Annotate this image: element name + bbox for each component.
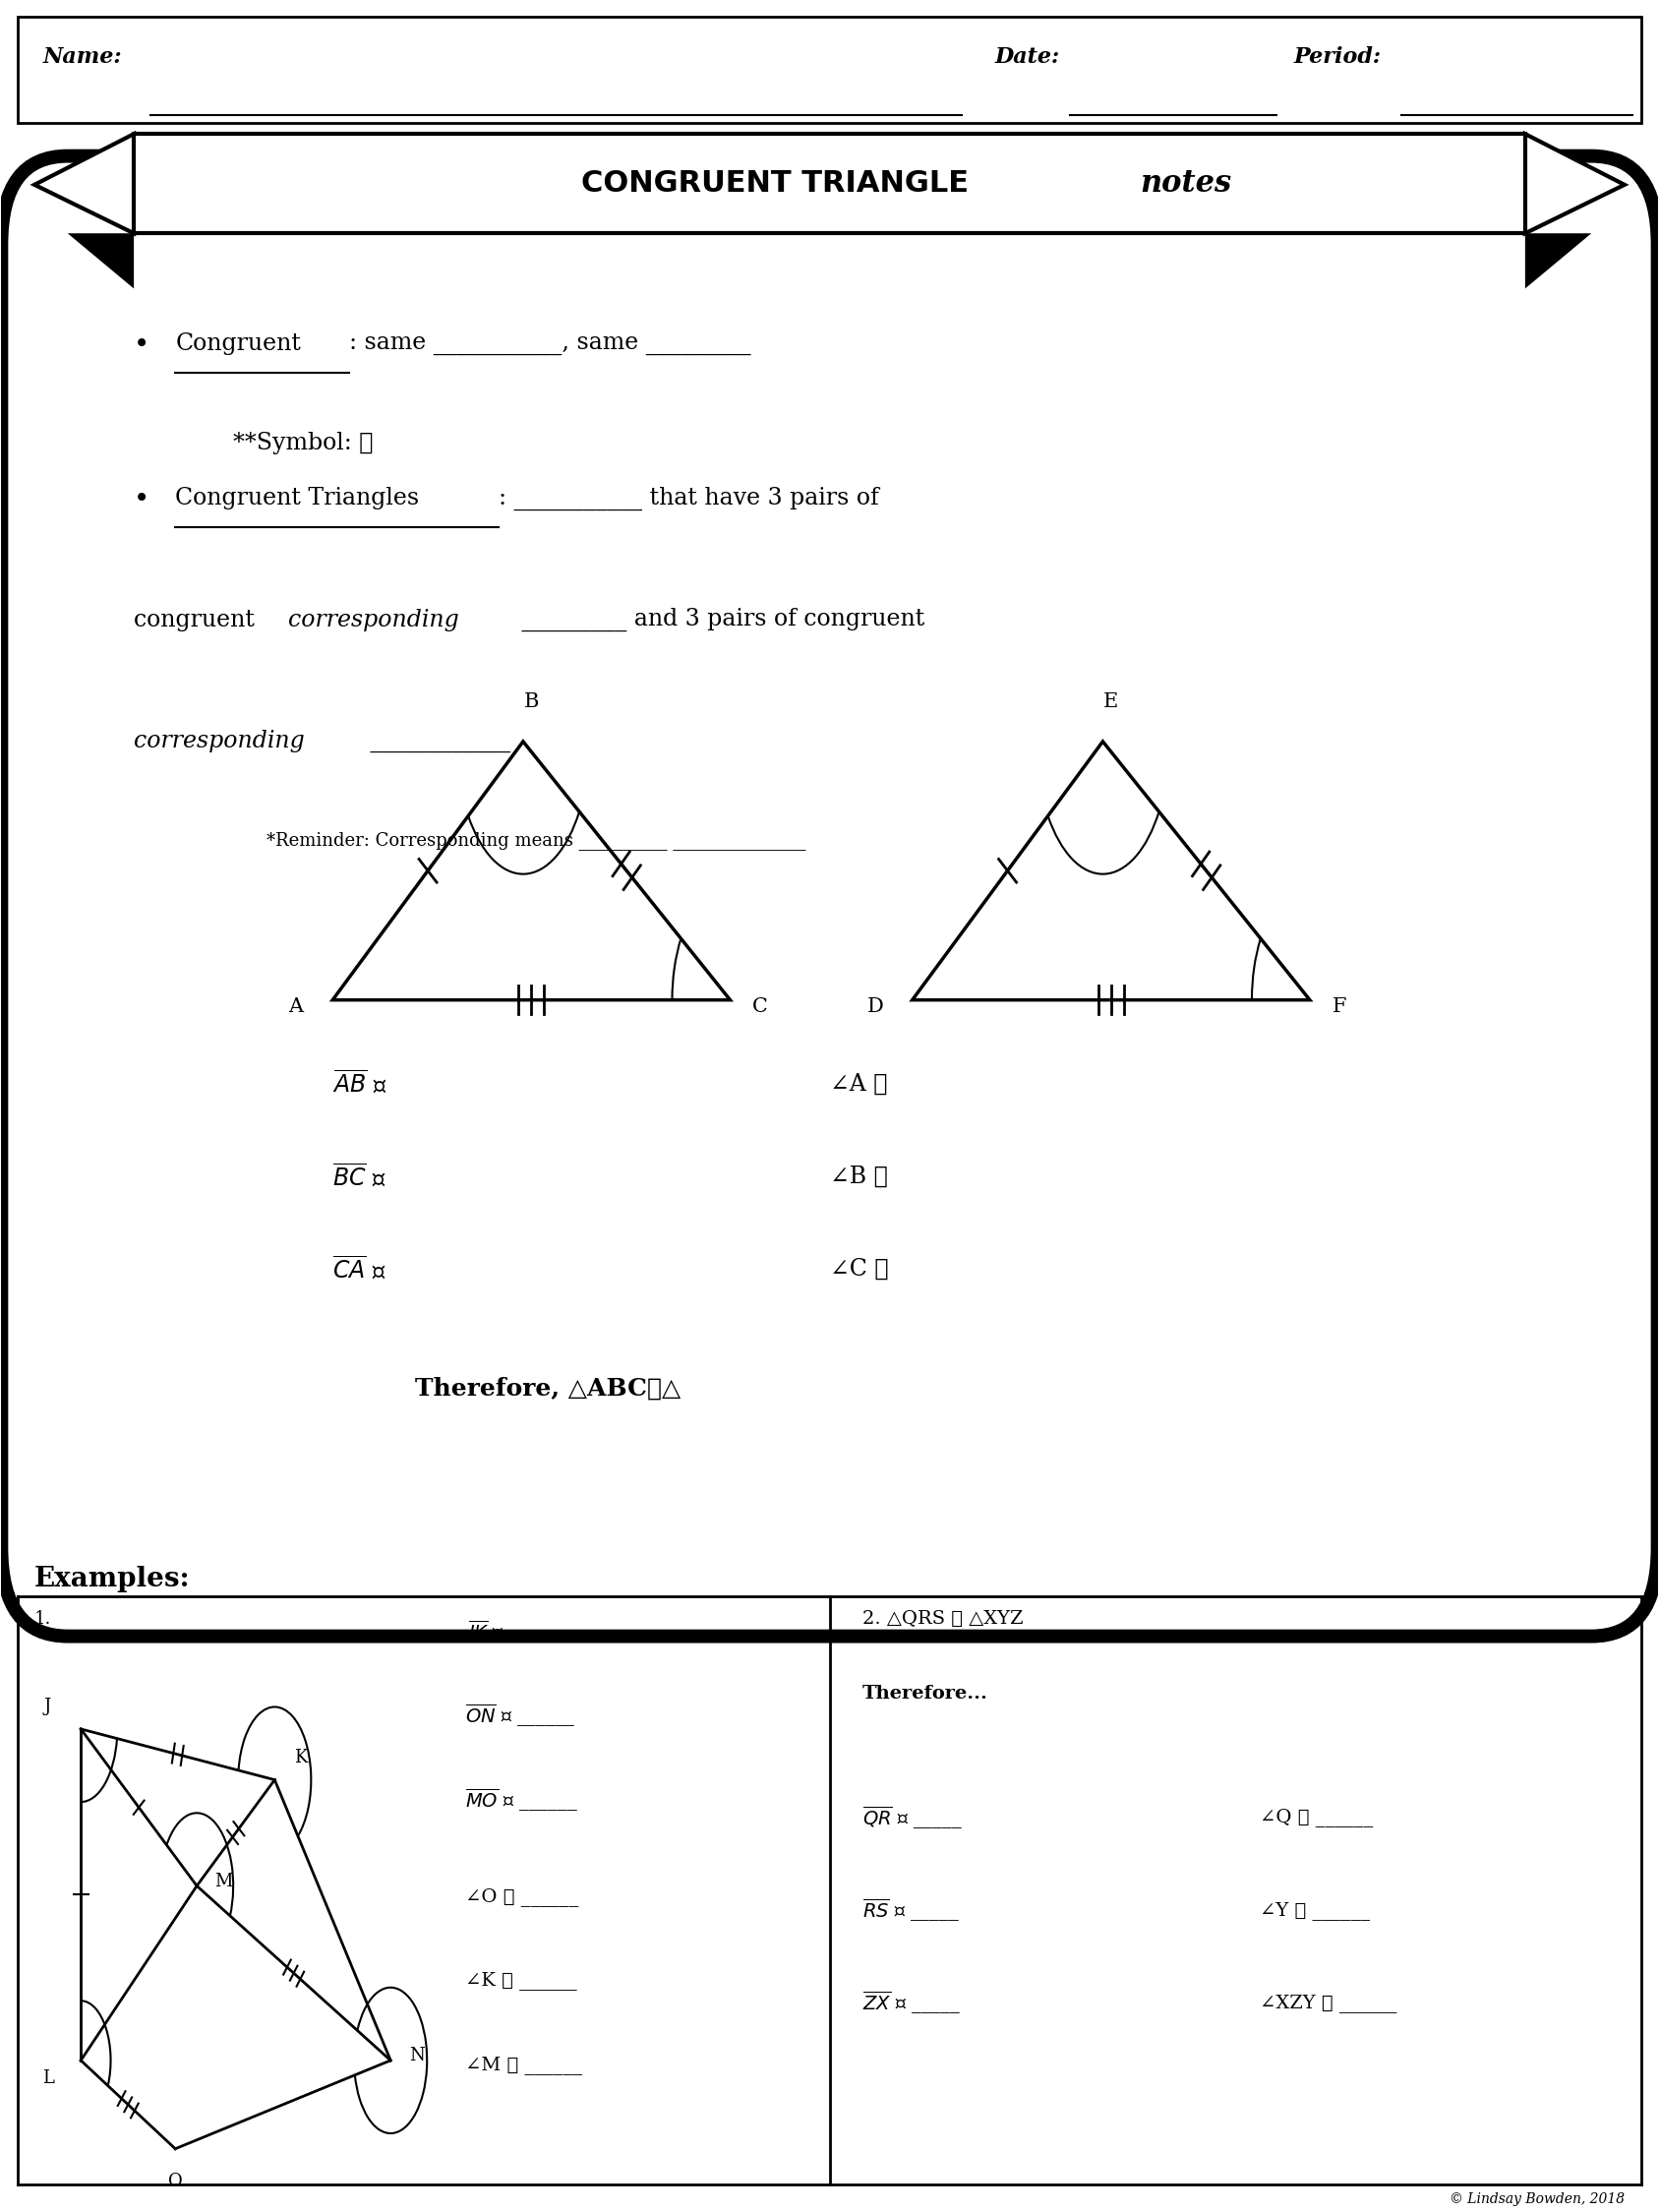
Text: Examples:: Examples: bbox=[35, 1566, 191, 1593]
Text: N: N bbox=[410, 2046, 425, 2064]
Text: C: C bbox=[752, 998, 768, 1015]
Text: ∠Y ≅ ______: ∠Y ≅ ______ bbox=[1261, 1900, 1370, 1920]
Text: 1.: 1. bbox=[35, 1610, 51, 1628]
Text: ∠K ≅ ______: ∠K ≅ ______ bbox=[465, 1971, 577, 1991]
Polygon shape bbox=[68, 232, 134, 288]
Text: : same ___________, same _________: : same ___________, same _________ bbox=[348, 332, 752, 356]
Bar bbox=[134, 135, 1525, 232]
Text: $\overline{QR}$ ≅ _____: $\overline{QR}$ ≅ _____ bbox=[863, 1803, 962, 1832]
Text: $\overline{MO}$ ≅ ______: $\overline{MO}$ ≅ ______ bbox=[465, 1785, 577, 1814]
Text: B: B bbox=[524, 692, 539, 710]
Text: $\overline{AB}$ ≅: $\overline{AB}$ ≅ bbox=[332, 1071, 387, 1097]
Text: Period:: Period: bbox=[1294, 46, 1380, 66]
Polygon shape bbox=[1525, 135, 1624, 232]
Text: •: • bbox=[134, 330, 149, 358]
Text: $\overline{JK}$ ≅ ______: $\overline{JK}$ ≅ ______ bbox=[465, 1619, 567, 1646]
Text: O: O bbox=[168, 2172, 182, 2190]
Text: Name:: Name: bbox=[43, 46, 123, 66]
Text: K: K bbox=[295, 1750, 307, 1767]
FancyBboxPatch shape bbox=[2, 157, 1657, 1637]
Text: CONGRUENT TRIANGLE: CONGRUENT TRIANGLE bbox=[581, 170, 979, 197]
Text: •: • bbox=[134, 484, 149, 513]
Polygon shape bbox=[1525, 232, 1591, 288]
Text: _________ and 3 pairs of congruent: _________ and 3 pairs of congruent bbox=[514, 608, 926, 633]
Text: Congruent Triangles: Congruent Triangles bbox=[176, 487, 420, 509]
Text: $\overline{RS}$ ≅ _____: $\overline{RS}$ ≅ _____ bbox=[863, 1896, 961, 1924]
Text: E: E bbox=[1103, 692, 1118, 710]
Text: congruent: congruent bbox=[134, 608, 262, 630]
Text: $\overline{ON}$ ≅ ______: $\overline{ON}$ ≅ ______ bbox=[465, 1701, 576, 1730]
Text: **Symbol: ≅: **Symbol: ≅ bbox=[234, 431, 373, 453]
Text: M: M bbox=[214, 1874, 232, 1891]
Text: notes: notes bbox=[1140, 168, 1231, 199]
Text: *Reminder: Corresponding means __________ _______________: *Reminder: Corresponding means _________… bbox=[267, 832, 806, 849]
Text: F: F bbox=[1332, 998, 1347, 1015]
Text: 2. △QRS ≅ △XYZ: 2. △QRS ≅ △XYZ bbox=[863, 1610, 1024, 1628]
Text: ∠O ≅ ______: ∠O ≅ ______ bbox=[465, 1887, 579, 1907]
Text: Date:: Date: bbox=[995, 46, 1060, 66]
Text: L: L bbox=[41, 2068, 53, 2086]
Text: A: A bbox=[289, 998, 304, 1015]
Bar bbox=[18, 18, 1641, 124]
Text: $\overline{BC}$ ≅: $\overline{BC}$ ≅ bbox=[332, 1164, 387, 1190]
Text: Therefore, △ABC≅△: Therefore, △ABC≅△ bbox=[415, 1378, 682, 1400]
Text: ∠Q ≅ ______: ∠Q ≅ ______ bbox=[1261, 1807, 1374, 1827]
Text: D: D bbox=[868, 998, 884, 1015]
Text: : ___________ that have 3 pairs of: : ___________ that have 3 pairs of bbox=[498, 487, 879, 511]
Text: J: J bbox=[45, 1699, 51, 1717]
Text: corresponding: corresponding bbox=[134, 730, 305, 752]
Text: ∠C ≅: ∠C ≅ bbox=[830, 1259, 888, 1281]
Text: $\overline{ZX}$ ≅ _____: $\overline{ZX}$ ≅ _____ bbox=[863, 1989, 961, 2017]
Text: ∠M ≅ ______: ∠M ≅ ______ bbox=[465, 2055, 582, 2075]
Text: ____________: ____________ bbox=[362, 730, 509, 752]
Text: Congruent: Congruent bbox=[176, 332, 300, 356]
Text: ∠B ≅: ∠B ≅ bbox=[830, 1166, 888, 1188]
Polygon shape bbox=[35, 135, 134, 232]
Text: $\overline{CA}$ ≅: $\overline{CA}$ ≅ bbox=[332, 1256, 387, 1283]
Text: © Lindsay Bowden, 2018: © Lindsay Bowden, 2018 bbox=[1450, 2192, 1624, 2205]
Text: ∠A ≅: ∠A ≅ bbox=[830, 1073, 888, 1095]
Text: ∠XZY ≅ ______: ∠XZY ≅ ______ bbox=[1261, 1993, 1397, 2013]
Text: corresponding: corresponding bbox=[289, 608, 460, 630]
Text: Therefore...: Therefore... bbox=[863, 1686, 989, 1703]
